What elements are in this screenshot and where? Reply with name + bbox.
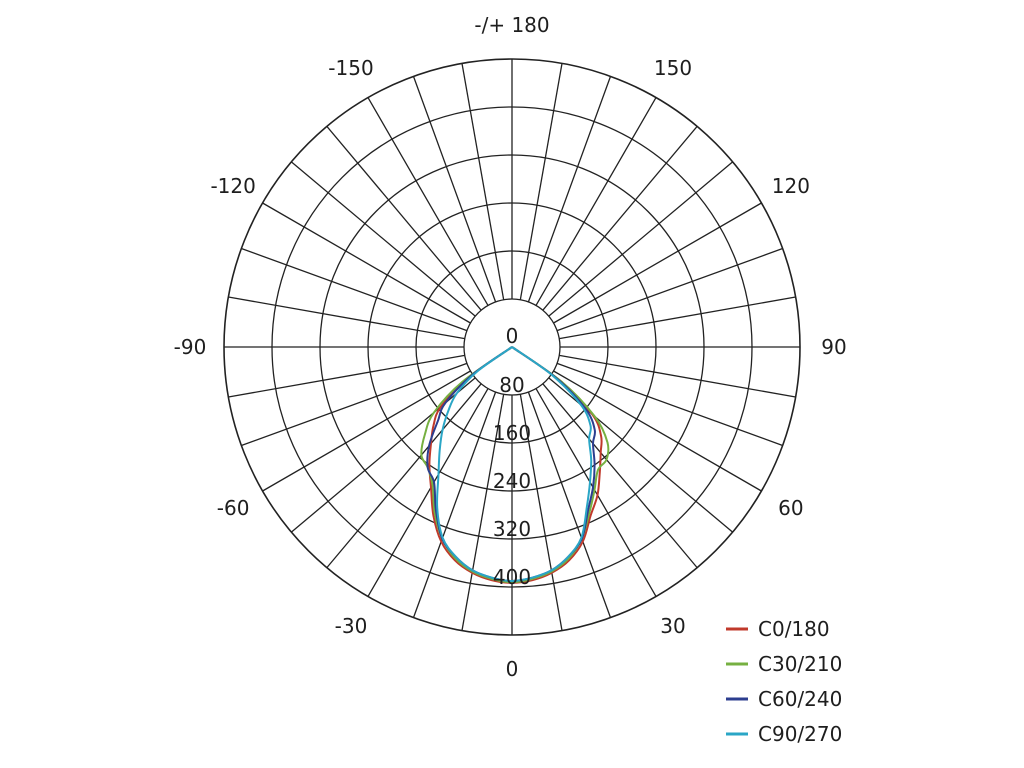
angle-tick-label: 0 [506,657,519,681]
angle-tick-label: 150 [654,56,692,80]
grid-spoke [548,161,734,317]
grid-spoke [553,370,762,492]
grid-spoke [241,247,468,332]
grid-spoke [535,388,657,597]
legend-label: C0/180 [758,617,830,641]
angle-tick-label: 90 [821,335,846,359]
angle-tick-label: -30 [335,614,368,638]
grid-spoke [461,63,505,300]
angle-tick-label: -/+ 180 [474,13,549,37]
legend-label: C30/210 [758,652,842,676]
angle-tick-label: 30 [660,614,685,638]
grid-spoke [367,388,489,597]
grid-spoke [461,394,505,631]
grid-spoke [228,296,465,340]
grid-spoke [326,383,482,569]
grid-spoke [519,394,563,631]
polar-grid [223,58,801,636]
grid-spoke [412,76,497,303]
grid-spoke [556,247,783,332]
angle-tick-label: -60 [217,496,250,520]
grid-spoke [412,391,497,618]
grid-spoke [290,161,476,317]
radial-tick-label: 80 [499,373,524,397]
grid-spoke [548,377,734,533]
series-line-4 [436,346,593,582]
grid-spoke [553,202,762,324]
grid-spoke [542,383,698,569]
angle-tick-label: -150 [328,56,373,80]
radial-tick-label: 240 [493,469,531,493]
grid-spoke [542,125,698,311]
legend-label: C60/240 [758,687,842,711]
grid-spoke [241,362,468,447]
grid-spoke [326,125,482,311]
radial-tick-label: 320 [493,517,531,541]
grid-spoke [262,370,471,492]
grid-spoke [262,202,471,324]
radial-tick-label: 0 [506,324,519,348]
grid-spoke [228,354,465,398]
grid-spoke [519,63,563,300]
series-line-2 [420,346,610,584]
grid-spoke [535,97,657,306]
radial-tick-label: 400 [493,565,531,589]
grid-spoke [367,97,489,306]
grid-spoke [527,391,612,618]
grid-spoke [559,354,796,398]
angle-tick-label: 60 [778,496,803,520]
grid-spoke [556,362,783,447]
angle-tick-label: -120 [210,174,255,198]
legend: C0/180 C30/210 C60/240 C90/270 [726,617,842,746]
legend-label: C90/270 [758,722,842,746]
grid-spoke [559,296,796,340]
grid-spoke [527,76,612,303]
axis-labels: 0 80 160 240 320 400 0 30 60 90 120 150 -/+ 180 -150 -… [174,13,847,681]
intensity-curves [420,346,610,584]
angle-tick-label: -90 [174,335,207,359]
angle-tick-label: 120 [772,174,810,198]
radial-tick-label: 160 [493,421,531,445]
